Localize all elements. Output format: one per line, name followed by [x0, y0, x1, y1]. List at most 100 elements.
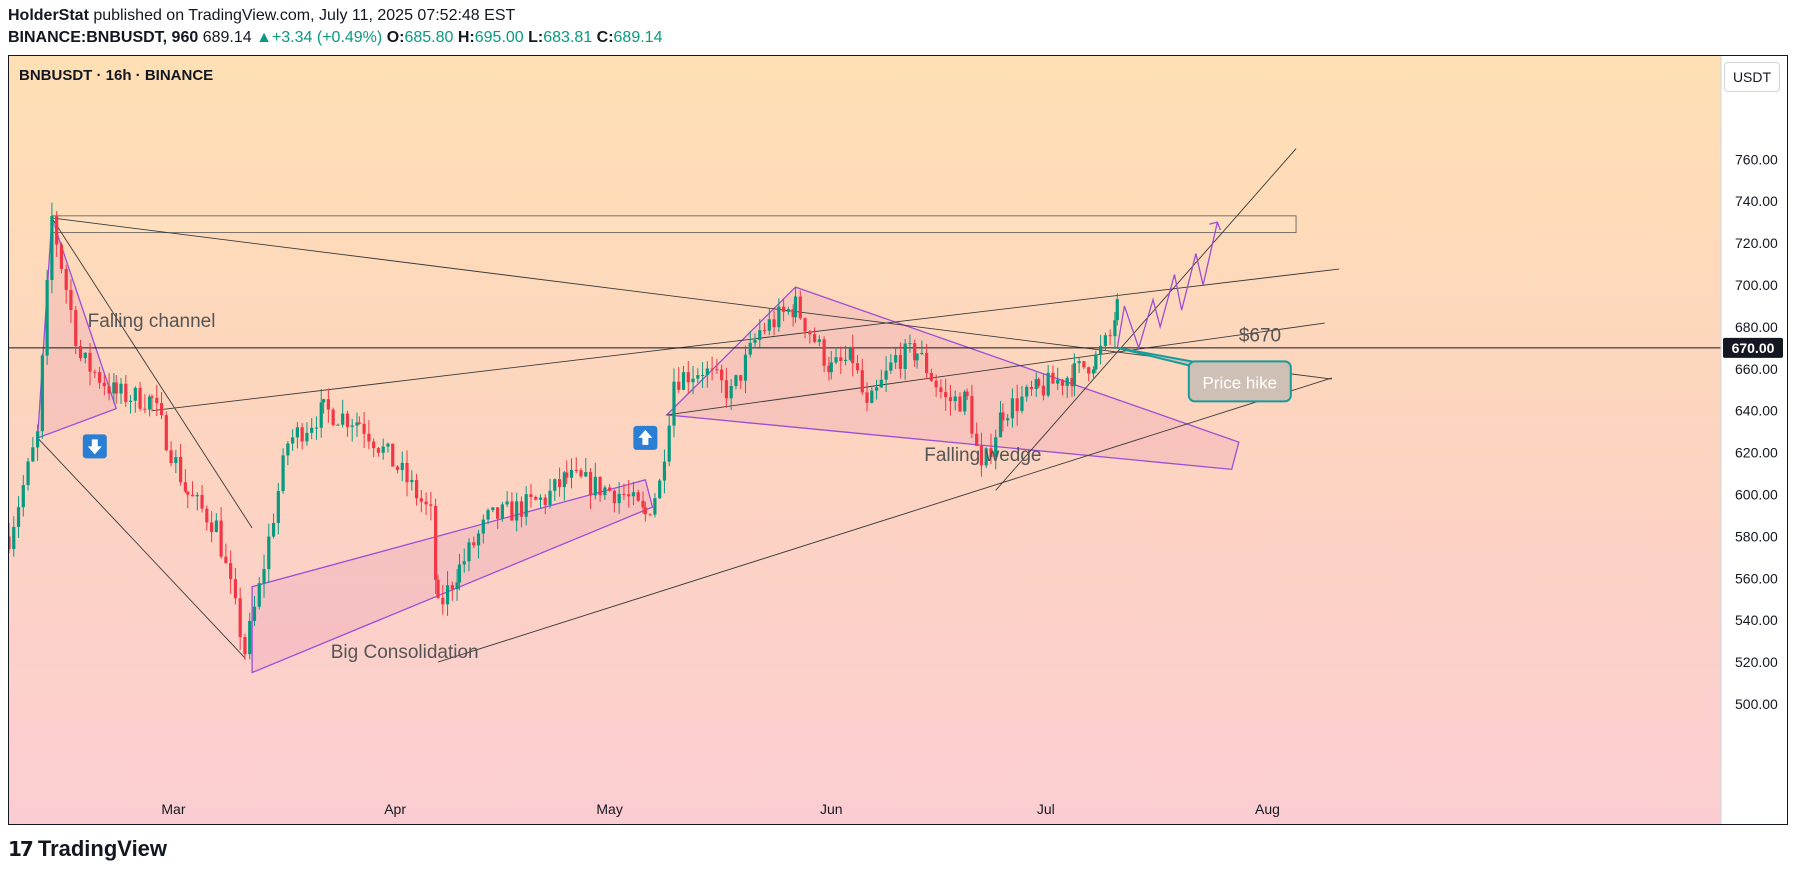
candle	[355, 412, 359, 437]
close-value: 689.14	[613, 29, 663, 46]
author-name[interactable]: HolderStat	[8, 7, 89, 24]
candle	[565, 460, 569, 484]
candle	[953, 390, 957, 411]
candle	[1070, 364, 1074, 397]
plot-area[interactable]	[9, 56, 1721, 824]
upper-channel-line	[151, 268, 1340, 412]
candle	[457, 553, 462, 591]
candle	[9, 522, 11, 554]
y-tick-label: 640.00	[1735, 403, 1778, 419]
x-tick-label: Apr	[384, 801, 406, 817]
candle	[534, 495, 538, 501]
candle	[710, 356, 714, 381]
candle	[524, 486, 528, 526]
candle	[424, 492, 428, 516]
candle	[622, 483, 626, 500]
candle	[291, 429, 295, 451]
candle	[894, 346, 898, 369]
y-tick-label: 620.00	[1735, 445, 1778, 461]
candle	[515, 492, 519, 532]
candle	[865, 382, 869, 412]
candle	[569, 458, 574, 489]
candle	[691, 366, 695, 395]
candle	[112, 373, 116, 403]
tradingview-footer[interactable]: 𝟭𝟳 TradingView	[8, 836, 167, 862]
candle	[860, 358, 864, 396]
candle	[164, 411, 168, 452]
candle	[648, 513, 652, 516]
label-falling-wedge: Falling wedge	[924, 445, 1041, 466]
candle	[920, 340, 924, 355]
candle	[1029, 380, 1034, 396]
candle	[350, 418, 354, 442]
candle	[345, 410, 350, 437]
candle	[362, 411, 366, 449]
candle	[1091, 366, 1096, 379]
candle	[336, 423, 340, 426]
candle	[326, 388, 330, 423]
candle	[174, 449, 178, 474]
high-label: H:	[457, 29, 475, 46]
candle	[1015, 384, 1019, 426]
candle	[257, 576, 261, 610]
y-tick-label: 540.00	[1735, 612, 1778, 628]
candle	[612, 489, 616, 513]
candle	[31, 437, 35, 463]
candle	[739, 374, 743, 390]
label-670: $670	[1239, 326, 1281, 347]
candle	[772, 310, 776, 336]
candle	[791, 304, 795, 327]
low-label: L:	[528, 29, 544, 46]
candle	[143, 394, 147, 413]
candle	[476, 530, 481, 559]
candle	[1006, 414, 1010, 427]
candle	[538, 494, 543, 509]
y-tick-label: 740.00	[1735, 193, 1778, 209]
lower-support-line	[437, 377, 1332, 663]
candle	[150, 394, 154, 412]
candle	[496, 506, 500, 529]
candle	[1060, 378, 1065, 396]
candle	[598, 476, 602, 502]
candle	[584, 458, 588, 478]
y-tick-label: 720.00	[1735, 235, 1778, 251]
open-value: 685.80	[404, 29, 454, 46]
candle	[989, 433, 993, 465]
candle	[827, 356, 831, 381]
candle	[593, 462, 597, 500]
label-big-consolidation: Big Consolidation	[331, 642, 479, 663]
price-axis[interactable]	[1721, 56, 1787, 824]
candle	[314, 416, 319, 440]
x-tick-label: Aug	[1255, 801, 1280, 817]
consolidation-triangle	[251, 479, 654, 674]
candle	[812, 327, 817, 344]
y-tick-label: 680.00	[1735, 319, 1778, 335]
candle	[758, 319, 762, 348]
candle	[889, 354, 893, 374]
candle	[367, 420, 371, 450]
candle	[944, 378, 948, 411]
currency-button[interactable]: USDT	[1724, 62, 1780, 92]
candle	[913, 339, 917, 367]
candle	[124, 375, 128, 408]
candle	[898, 342, 902, 379]
candle	[798, 290, 802, 321]
candle	[405, 450, 409, 497]
candle	[233, 567, 238, 605]
candle	[419, 489, 423, 513]
candle	[83, 351, 87, 364]
projection-path	[1116, 222, 1219, 350]
chart-frame[interactable]: Falling channel Big Consolidation Falling …	[8, 55, 1788, 825]
candle	[186, 491, 190, 509]
candle	[286, 441, 290, 466]
candle	[414, 473, 419, 506]
candle	[870, 386, 874, 404]
chart-canvas[interactable]: Falling channel Big Consolidation Falling …	[9, 56, 1787, 824]
candle	[445, 571, 450, 616]
candle	[786, 306, 790, 315]
ohlc-line: BINANCE:BNBUSDT, 960 689.14 ▲+3.34 (+0.4…	[8, 29, 662, 47]
candle	[658, 478, 662, 499]
candle	[1025, 384, 1029, 402]
candle	[970, 384, 974, 439]
candle	[839, 346, 843, 375]
